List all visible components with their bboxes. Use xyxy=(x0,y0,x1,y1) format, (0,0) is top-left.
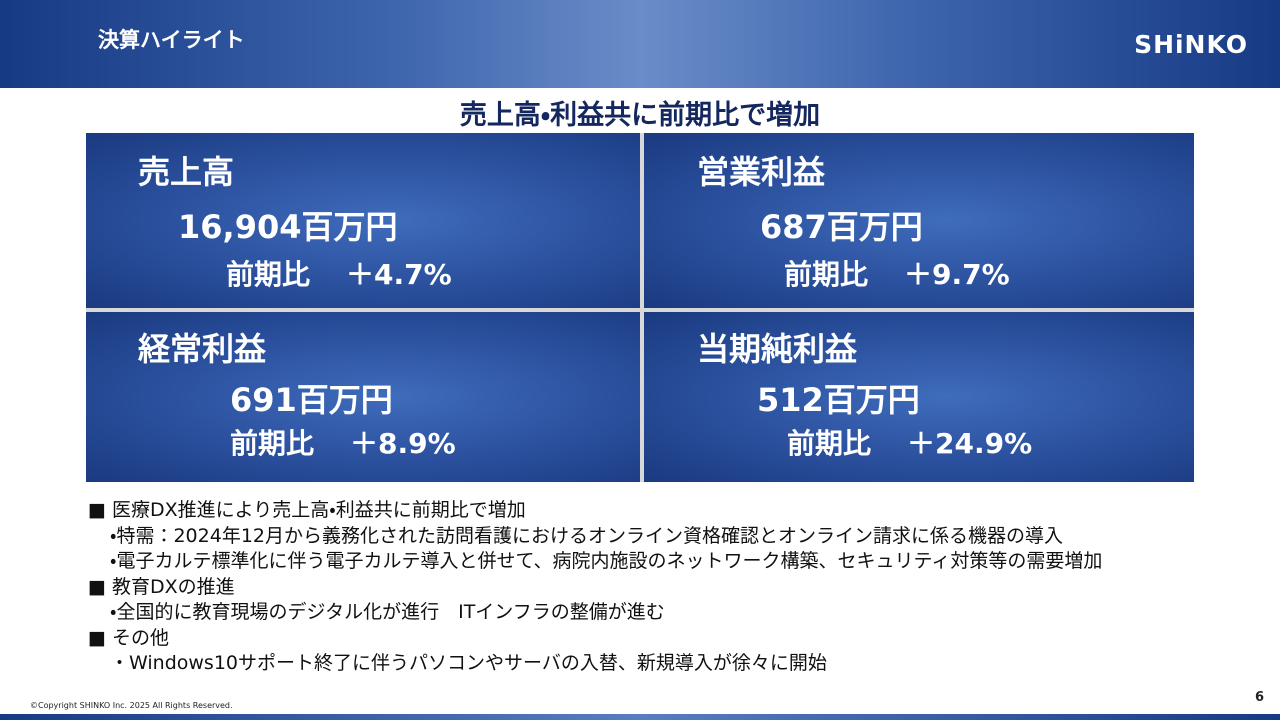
change: ＋24.9% xyxy=(907,427,1033,460)
value-unit: 百万円 xyxy=(826,208,923,246)
kpi-grid: 売上高 16,904百万円 前期比 ＋4.7% 営業利益 687百万円 前期比 ＋9.7% 経常… xyxy=(86,133,1194,482)
kpi-comparison: 前期比 ＋9.7% xyxy=(784,253,1010,293)
change: ＋8.9% xyxy=(350,427,456,460)
kpi-label: 当期純利益 xyxy=(697,330,858,368)
copyright: ©Copyright SHINKO Inc. 2025 All Rights R… xyxy=(30,701,233,710)
comparison-label: 前期比 xyxy=(784,258,869,291)
headline: 売上高・利益共に前期比で増加 xyxy=(459,100,821,131)
comparison-label: 前期比 xyxy=(787,427,872,460)
kpi-label: 経常利益 xyxy=(138,330,267,368)
value-number: 691 xyxy=(230,381,297,419)
kpi-cell: 営業利益 687百万円前期比 ＋9.7% xyxy=(644,133,1194,308)
bullet-item: 電子カルテ標準化に伴う電子カルテ導入と併せて、病院内施設のネットワーク構築、セキ… xyxy=(88,549,1102,575)
bullet-item: Windows10サポート終了に伴うパソコンやサーバの入替、新規導入が徐々に開始 xyxy=(88,651,1102,677)
value-number: 687 xyxy=(760,208,827,246)
kpi-comparison: 前期比 ＋24.9% xyxy=(787,422,1032,462)
kpi-comparison: 前期比 ＋4.7% xyxy=(226,253,452,293)
bullet-list: 医療DX推進により売上高・利益共に前期比で増加特需：2024年12月から義務化さ… xyxy=(88,498,1102,677)
page-number: 6 xyxy=(1254,690,1264,705)
value-unit: 百万円 xyxy=(296,381,393,419)
kpi-label: 売上高 xyxy=(138,153,235,191)
value-unit: 百万円 xyxy=(301,208,398,246)
value-unit: 百万円 xyxy=(823,381,920,419)
kpi-value: 16,904百万円 xyxy=(178,195,398,249)
logo: SHiNKO xyxy=(1134,30,1248,59)
kpi-cell: 経常利益 691百万円 前期比 ＋8.9% xyxy=(86,312,640,482)
section-heading: 教育DXの推進 xyxy=(88,575,1102,601)
kpi-label: 営業利益 xyxy=(697,153,826,191)
kpi-cell: 当期純利益 512百万円 前期比 ＋24.9% xyxy=(644,312,1194,482)
section-heading: 医療DX推進により売上高・利益共に前期比で増加 xyxy=(88,498,1102,524)
kpi-value: 687百万円 xyxy=(760,195,923,249)
value-number: 16,904 xyxy=(178,208,302,246)
change: ＋4.7% xyxy=(346,258,452,291)
value-number: 512 xyxy=(757,381,824,419)
bullet-item: 全国的に教育現場のデジタル化が進行 ITインフラの整備が進む xyxy=(88,600,1102,626)
comparison-label: 前期比 xyxy=(230,427,315,460)
kpi-cell: 売上高 16,904百万円前期比 ＋4.7% xyxy=(86,133,640,308)
header: 決算ハイライト SHiNKO xyxy=(0,0,1280,88)
comparison-label: 前期比 xyxy=(226,258,311,291)
change: ＋9.7% xyxy=(904,258,1010,291)
header-title: 決算ハイライト xyxy=(98,28,245,52)
bullet-item: 特需：2024年12月から義務化された訪問看護におけるオンライン資格確認とオンラ… xyxy=(88,524,1102,550)
section-heading: その他 xyxy=(88,626,1102,652)
kpi-value: 691百万円 xyxy=(230,368,393,422)
footer-bar xyxy=(0,714,1280,720)
kpi-comparison: 前期比 ＋8.9% xyxy=(230,422,456,462)
kpi-value: 512百万円 xyxy=(757,368,920,422)
